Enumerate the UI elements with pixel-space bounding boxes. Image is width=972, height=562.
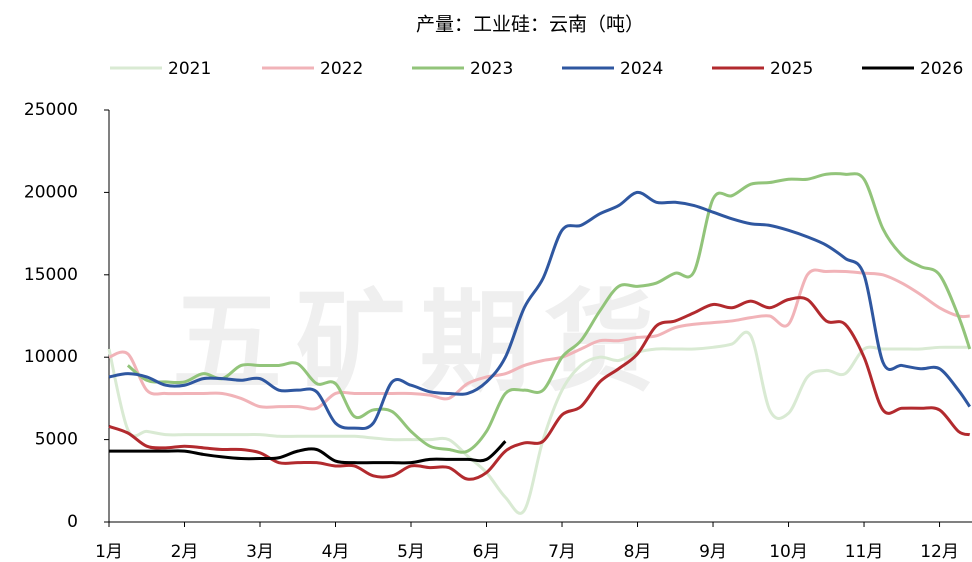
x-tick-label: 2月 [171, 542, 199, 562]
series-line [108, 268, 970, 411]
x-tick-label: 6月 [473, 542, 501, 562]
series-line [126, 172, 972, 454]
y-tick-label: 25000 [24, 100, 78, 120]
legend-label: 2022 [320, 59, 363, 79]
x-tick-label: 4月 [322, 542, 350, 562]
x-tick-label: 5月 [397, 542, 425, 562]
legend-label: 2023 [470, 59, 513, 79]
x-tick-label: 8月 [624, 542, 652, 562]
chart-title: 产量：工业硅：云南（吨） [416, 14, 644, 36]
x-tick-label: 7月 [548, 542, 576, 562]
legend-label: 2024 [620, 59, 663, 79]
x-tick-label: 11月 [845, 542, 884, 562]
y-tick-label: 5000 [35, 430, 78, 450]
legend-label: 2021 [168, 59, 211, 79]
legend-label: 2025 [770, 59, 813, 79]
series-line [109, 440, 507, 465]
x-tick-label: 1月 [95, 542, 123, 562]
legend-label: 2026 [920, 59, 963, 79]
y-tick-label: 10000 [24, 347, 78, 367]
x-tick-label: 9月 [699, 542, 727, 562]
x-tick-label: 10月 [769, 542, 808, 562]
y-tick-label: 20000 [24, 182, 78, 202]
y-tick-label: 0 [67, 512, 78, 532]
series-line [108, 296, 971, 481]
x-tick-label: 3月 [246, 542, 274, 562]
series-line [108, 190, 971, 431]
x-tick-label: 12月 [920, 542, 959, 562]
y-tick-label: 15000 [24, 265, 78, 285]
